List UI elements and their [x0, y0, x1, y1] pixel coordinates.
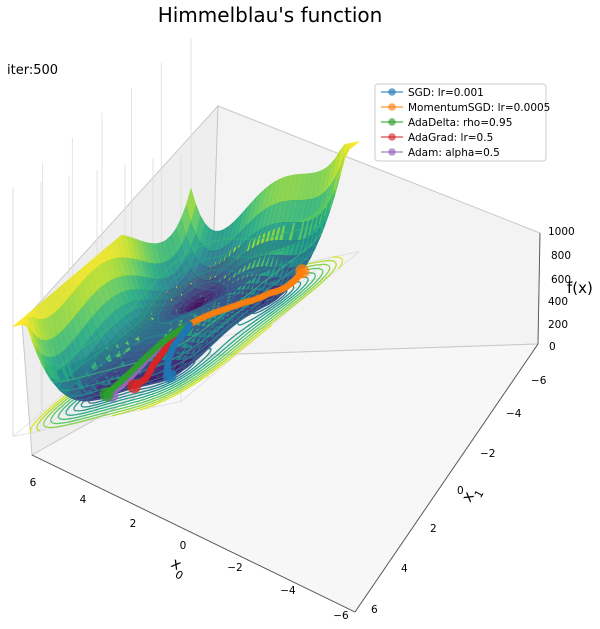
- legend-label: AdaDelta: rho=0.95: [408, 117, 512, 129]
- surface-patch: [12, 320, 24, 327]
- legend-box: [374, 83, 547, 162]
- z-tick-label: 600: [551, 274, 571, 286]
- z-tick-label: 400: [548, 296, 568, 308]
- x-tick-label: −2: [227, 562, 242, 574]
- z-axis-line: [537, 232, 541, 345]
- x-axis-ticks: 6 4 2 0 −2 −4 −6: [30, 477, 349, 622]
- y-tick-label: 6: [371, 604, 378, 616]
- y-tick-label: 4: [401, 563, 408, 575]
- legend-label: AdaGrad: lr=0.5: [408, 132, 493, 144]
- z-tick-label: 1000: [548, 226, 575, 238]
- legend-label: Adam: alpha=0.5: [408, 147, 500, 159]
- trajectory-endpoint: [162, 368, 177, 383]
- axis-lines: [31, 232, 541, 613]
- trajectory-endpoint: [127, 379, 142, 394]
- y-tick-label: 0: [457, 485, 464, 497]
- z-axis-ticks: 1000 800 600 400 200 0: [548, 226, 575, 353]
- x-axis-line: [31, 454, 356, 613]
- y-tick-label: −4: [506, 408, 522, 420]
- legend: SGD: lr=0.001 MomentumSGD: lr=0.0005 Ada…: [374, 83, 550, 162]
- legend-marker: [388, 148, 396, 156]
- y-axis-line: [354, 343, 539, 613]
- x-tick-label: 4: [80, 494, 87, 506]
- trajectory-endpoint: [99, 387, 114, 402]
- gridline: [12, 401, 182, 437]
- y-tick-label: 2: [430, 523, 437, 535]
- y-tick-label: −2: [480, 448, 495, 460]
- z-axis-label: f(x): [567, 279, 593, 297]
- optimizer-paths: [99, 264, 310, 402]
- y-axis-ticks: −6 −4 −2 0 2 4 6: [371, 375, 547, 616]
- x-tick-label: 6: [30, 477, 37, 489]
- z-tick-label: 200: [548, 319, 568, 331]
- legend-label: MomentumSGD: lr=0.0005: [408, 102, 550, 114]
- z-tick-label: 0: [549, 341, 556, 353]
- legend-label: SGD: lr=0.001: [408, 87, 484, 99]
- x-tick-label: 2: [130, 518, 137, 530]
- x-axis-label: x0: [165, 554, 191, 582]
- x-tick-label: −6: [333, 610, 349, 622]
- legend-marker: [388, 118, 396, 126]
- y-tick-label: −6: [531, 375, 547, 387]
- legend-marker: [388, 133, 396, 141]
- z-tick-label: 800: [551, 250, 571, 262]
- x-tick-label: −4: [280, 585, 296, 597]
- legend-marker: [388, 88, 396, 96]
- iteration-label: iter:500: [7, 63, 58, 78]
- x-tick-label: 0: [180, 540, 187, 552]
- trajectory-endpoint: [295, 264, 310, 279]
- chart-title: Himmelblau's function: [158, 3, 383, 27]
- legend-marker: [388, 103, 396, 111]
